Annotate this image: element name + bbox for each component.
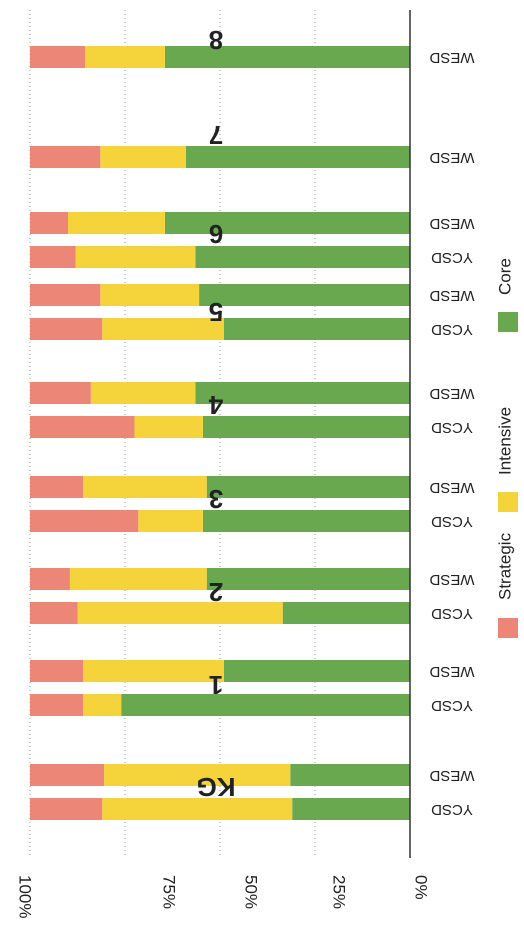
bar-2-YCSD-intensive xyxy=(77,602,283,624)
bar-4-WESD-core xyxy=(195,382,410,404)
bar-3-YCSD-intensive xyxy=(138,510,203,532)
bar-7-WESD-core xyxy=(185,146,410,168)
series-label-KG-YCSD: YCSD xyxy=(431,801,473,818)
bar-8-WESD-intensive xyxy=(85,46,165,68)
bar-2-WESD-intensive xyxy=(69,568,207,590)
bar-2-YCSD-strategic xyxy=(30,602,78,624)
bar-3-WESD-strategic xyxy=(30,476,84,498)
bar-3-WESD-core xyxy=(206,476,410,498)
x-tick-25%: 25% xyxy=(330,875,349,909)
bar-1-WESD-core xyxy=(223,660,410,682)
bar-7-WESD-intensive xyxy=(100,146,186,168)
series-label-1-WESD: WESD xyxy=(429,663,474,680)
bar-KG-WESD-intensive xyxy=(104,764,291,786)
bar-5-YCSD-strategic xyxy=(30,318,103,340)
bar-KG-YCSD-core xyxy=(292,798,410,820)
bar-KG-YCSD-strategic xyxy=(30,798,103,820)
legend-label-intensive: Intensive xyxy=(495,407,514,475)
x-tick-100%: 100% xyxy=(16,875,35,918)
bar-2-YCSD-core xyxy=(282,602,410,624)
bar-3-YCSD-strategic xyxy=(30,510,139,532)
grade-label-2: 2 xyxy=(209,577,223,607)
bar-4-YCSD-core xyxy=(202,416,410,438)
legend-label-core: Core xyxy=(495,258,514,295)
bar-6-YCSD-core xyxy=(195,246,410,268)
category-labels: WESD 8 WESD 7 WESD YCSD 6 WESD YCSD 5 WESD YCSD 4 WES… xyxy=(197,25,475,818)
series-label-6-YCSD: YCSD xyxy=(431,249,473,266)
grade-label-8: 8 xyxy=(209,25,223,55)
series-label-3-WESD: WESD xyxy=(429,479,474,496)
bar-8-WESD-strategic xyxy=(30,46,86,68)
bar-5-YCSD-core xyxy=(223,318,410,340)
grade-label-KG: KG xyxy=(197,772,236,802)
x-tick-50%: 50% xyxy=(242,875,261,909)
bar-1-YCSD-intensive xyxy=(83,694,122,716)
bar-3-YCSD-core xyxy=(202,510,410,532)
bar-4-YCSD-strategic xyxy=(30,416,135,438)
legend: Core Intensive Strategic xyxy=(495,258,518,638)
bar-1-WESD-intensive xyxy=(83,660,224,682)
series-label-5-YCSD: YCSD xyxy=(431,321,473,338)
legend-label-strategic: Strategic xyxy=(495,532,514,600)
bar-6-YCSD-intensive xyxy=(75,246,196,268)
bar-2-WESD-strategic xyxy=(30,568,70,590)
grade-label-6: 6 xyxy=(209,219,223,249)
bar-KG-WESD-core xyxy=(290,764,410,786)
series-label-6-WESD: WESD xyxy=(429,215,474,232)
x-tick-75%: 75% xyxy=(160,875,179,909)
bar-5-WESD-intensive xyxy=(100,284,200,306)
bar-3-WESD-intensive xyxy=(83,476,207,498)
x-tick-0%: 0% xyxy=(412,875,431,900)
series-label-7-WESD: WESD xyxy=(429,149,474,166)
bar-6-WESD-core xyxy=(164,212,410,234)
bar-4-YCSD-intensive xyxy=(134,416,203,438)
legend-swatch-core xyxy=(498,312,518,332)
series-label-1-YCSD: YCSD xyxy=(431,697,473,714)
series-label-4-YCSD: YCSD xyxy=(431,419,473,436)
series-label-KG-WESD: WESD xyxy=(429,767,474,784)
legend-swatch-intensive xyxy=(498,492,518,512)
grade-label-5: 5 xyxy=(209,297,223,327)
series-label-4-WESD: WESD xyxy=(429,385,474,402)
bar-7-WESD-strategic xyxy=(30,146,101,168)
grade-label-4: 4 xyxy=(208,390,223,420)
series-label-2-YCSD: YCSD xyxy=(431,605,473,622)
bar-1-YCSD-core xyxy=(121,694,410,716)
bar-8-WESD-core xyxy=(164,46,410,68)
series-label-3-YCSD: YCSD xyxy=(431,513,473,530)
series-label-8-WESD: WESD xyxy=(429,49,474,66)
bar-4-WESD-strategic xyxy=(30,382,91,404)
bar-5-YCSD-intensive xyxy=(102,318,224,340)
series-label-2-WESD: WESD xyxy=(429,571,474,588)
bar-5-WESD-core xyxy=(199,284,410,306)
grade-label-7: 7 xyxy=(209,120,223,150)
bar-KG-WESD-strategic xyxy=(30,764,105,786)
grade-label-3: 3 xyxy=(209,484,223,514)
bar-6-WESD-intensive xyxy=(68,212,165,234)
bar-6-WESD-strategic xyxy=(30,212,68,234)
legend-swatch-strategic xyxy=(498,618,518,638)
bar-4-WESD-intensive xyxy=(90,382,196,404)
series-label-5-WESD: WESD xyxy=(429,287,474,304)
grade-label-1: 1 xyxy=(209,670,223,700)
bar-2-WESD-core xyxy=(206,568,410,590)
bar-5-WESD-strategic xyxy=(30,284,101,306)
x-tick-labels: 0% 25% 50% 75% 100% xyxy=(16,875,431,918)
bar-KG-YCSD-intensive xyxy=(102,798,293,820)
bars xyxy=(30,46,410,820)
bar-1-WESD-strategic xyxy=(30,660,84,682)
bar-6-YCSD-strategic xyxy=(30,246,76,268)
bar-1-YCSD-strategic xyxy=(30,694,84,716)
